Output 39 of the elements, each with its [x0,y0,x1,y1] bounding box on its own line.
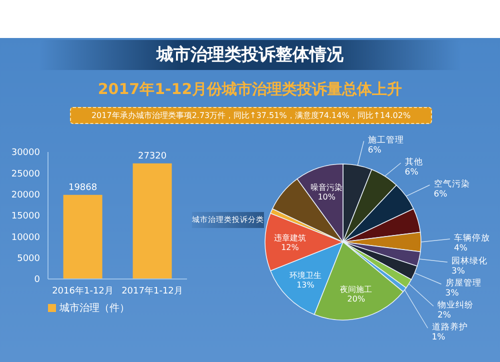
y-tick-label: 5000 [17,254,40,264]
slice-label: 施工管理 [368,134,404,146]
slice-label: 违章建筑 [274,233,306,242]
data-label: 20% [347,294,366,304]
data-label: 10% [318,192,336,202]
slice-label: 园林绿化 [451,255,488,266]
slice-label: 其他 [404,156,423,168]
data-label: 3% [445,288,459,299]
slice-label: 道路养护 [432,321,468,332]
x-tick-label: 2017年1-12月 [122,285,183,296]
y-tick-label: 20000 [11,190,40,201]
text: 2017年1-12月份城市治理类投诉量总体上升 [96,80,404,99]
slice-label: 空气污染 [434,178,470,190]
slice-label: 环境卫生 [289,270,322,280]
data-label: 3% [451,266,465,277]
data-label: 13% [296,280,315,290]
slice-label: 房屋管理 [445,277,482,288]
data-label: 12% [281,243,300,252]
y-tick-label: 10000 [11,232,40,243]
text: 城市治理类投诉整体情况 [40,40,460,70]
y-tick-label: 25000 [11,169,40,180]
data-label: 4% [454,244,468,254]
data-label: 19868 [68,182,98,193]
y-tick-label: 30000 [11,148,40,158]
y-tick-label: 0 [34,275,40,286]
data-label: 2% [438,310,451,321]
data-label: 6% [368,146,382,156]
slice-label: 夜间施工 [340,284,372,294]
data-label: 27320 [138,151,167,162]
data-label: 6% [434,190,448,200]
slice-label: 噪音污染 [310,182,343,192]
text: 2017年承办城市治理类事项2.73万件，同比↑37.51%，满意度74.14%，同比↑14.02% [70,107,432,124]
x-tick-label: 2016年1-12月 [52,285,114,296]
data-label: 6% [404,168,418,178]
slice-label: 物业纠纷 [438,299,474,310]
legend-label: 城市治理（件） [60,303,130,314]
y-tick-label: 15000 [11,212,40,222]
slice-label: 车辆停放 [454,232,490,244]
data-label: 1% [432,332,446,343]
